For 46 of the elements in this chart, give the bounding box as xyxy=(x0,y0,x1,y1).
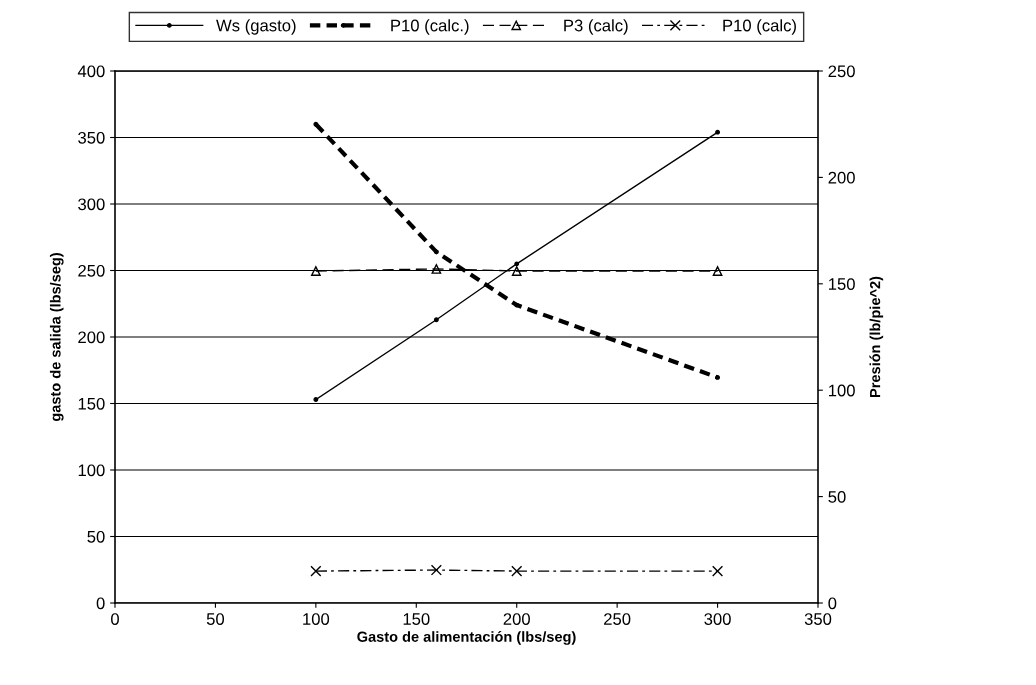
point xyxy=(310,565,322,577)
legend-label: P10 (calc) xyxy=(723,19,796,35)
point xyxy=(313,121,319,127)
y2-tick-label: 150 xyxy=(828,278,855,290)
point xyxy=(715,375,721,380)
legend-label: Ws (gasto) xyxy=(216,19,296,35)
y2-axis-title: Presión (lb/pie^2) xyxy=(869,276,884,397)
point xyxy=(511,565,523,577)
x-tick-label: 50 xyxy=(206,613,225,625)
y2-tick-label: 200 xyxy=(828,171,855,184)
x-tick-label: 0 xyxy=(111,613,119,625)
legend-label: P10 (calc.) xyxy=(391,19,469,35)
y-tick-label: 50 xyxy=(87,530,105,543)
point xyxy=(433,249,439,255)
point xyxy=(431,264,442,274)
x-tick-label: 100 xyxy=(303,613,330,625)
point xyxy=(511,266,522,276)
x-tick-label: 200 xyxy=(503,613,530,625)
point xyxy=(310,266,321,276)
legend-label: P3 (calc) xyxy=(564,19,628,35)
point xyxy=(313,397,319,402)
y-tick-label: 300 xyxy=(78,198,105,211)
y-tick-label: 0 xyxy=(96,597,105,610)
y-tick-label: 150 xyxy=(78,397,105,410)
point xyxy=(514,261,520,267)
y-tick-label: 400 xyxy=(77,65,105,78)
y-tick-label: 100 xyxy=(78,464,105,477)
y2-tick-label: 50 xyxy=(828,491,846,503)
x-axis-title: Gasto de alimentación (lbs/seg) xyxy=(357,631,576,645)
y2-tick-label: 0 xyxy=(828,597,837,610)
point xyxy=(430,564,442,576)
x-tick-label: 350 xyxy=(804,613,832,625)
y2-tick-label: 250 xyxy=(828,65,855,78)
point xyxy=(433,317,439,323)
point xyxy=(715,129,721,135)
point xyxy=(712,266,723,276)
y2-tick-label: 100 xyxy=(828,384,855,397)
x-tick-label: 250 xyxy=(604,613,631,625)
x-tick-label: 300 xyxy=(704,613,731,625)
y-tick-label: 350 xyxy=(78,131,105,144)
y-tick-label: 250 xyxy=(78,264,105,277)
y-tick-label: 200 xyxy=(78,331,105,344)
point xyxy=(712,565,724,577)
y-axis-title: gasto de salida (lbs/seg) xyxy=(49,253,64,422)
point xyxy=(514,302,520,308)
x-tick-label: 150 xyxy=(403,613,430,625)
